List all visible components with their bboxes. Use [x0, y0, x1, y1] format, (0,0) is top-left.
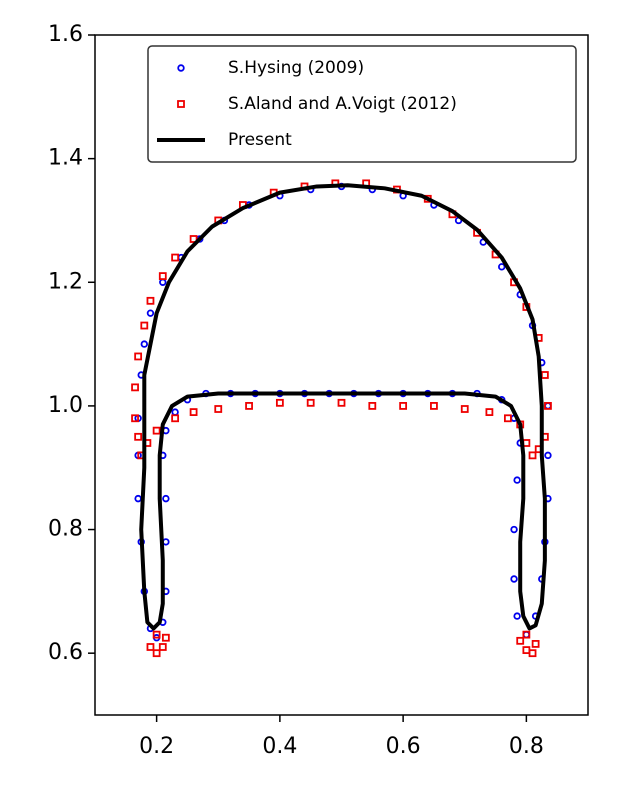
data-point: [510, 525, 518, 534]
data-point: [152, 630, 161, 639]
data-point: [399, 402, 408, 410]
data-point: [337, 398, 346, 407]
data-point: [460, 405, 469, 413]
data-point: [189, 235, 198, 243]
data-point: [503, 414, 512, 423]
legend-marker: [177, 100, 185, 108]
y-tick-label: 1.6: [48, 22, 83, 47]
y-tick-label: 1.2: [48, 269, 83, 294]
data-point: [161, 633, 170, 642]
data-point: [430, 402, 438, 410]
data-point: [522, 630, 531, 639]
y-tick-label: 0.8: [48, 517, 83, 542]
data-point: [544, 451, 552, 460]
x-tick-label: 0.4: [262, 734, 297, 759]
data-point: [146, 309, 155, 317]
legend-label: Present: [228, 130, 292, 150]
data-point: [152, 649, 161, 658]
data-point: [158, 643, 167, 651]
data-point: [510, 575, 518, 583]
data-point: [158, 272, 167, 280]
legend-label: S.Aland and A.Voigt (2012): [228, 94, 457, 114]
data-point: [306, 398, 315, 407]
data-point: [171, 253, 180, 262]
data-point: [498, 263, 506, 271]
data-point: [513, 476, 521, 484]
data-point: [275, 398, 284, 407]
legend-label: S.Hysing (2009): [228, 58, 364, 78]
data-point: [152, 426, 161, 435]
data-point: [140, 340, 148, 348]
data-point: [146, 296, 155, 305]
legend-box: [147, 45, 577, 163]
y-tick-label: 1.4: [48, 146, 83, 171]
data-point: [131, 383, 139, 392]
plot-frame: [94, 34, 589, 716]
data-point: [134, 352, 143, 361]
x-tick-label: 0.8: [509, 734, 544, 759]
data-point: [146, 643, 155, 651]
data-point: [245, 402, 253, 410]
data-point: [162, 494, 170, 503]
data-point: [134, 432, 143, 441]
data-point: [516, 636, 525, 645]
data-point: [189, 408, 198, 416]
data-point: [368, 402, 377, 410]
data-point: [528, 649, 537, 658]
data-line: [139, 183, 547, 631]
data-point: [531, 640, 540, 648]
y-tick-label: 0.6: [48, 640, 83, 665]
data-point: [485, 408, 494, 416]
x-tick-label: 0.2: [139, 734, 174, 759]
legend-marker: [177, 64, 185, 72]
y-tick-label: 1.0: [48, 393, 83, 418]
data-point: [214, 405, 223, 413]
data-point: [513, 612, 521, 620]
data-point: [131, 414, 139, 423]
data-point: [140, 321, 149, 330]
x-tick-label: 0.6: [386, 734, 421, 759]
data-point: [171, 414, 180, 423]
data-point: [528, 451, 537, 460]
data-point: [540, 371, 549, 379]
data-point: [544, 402, 552, 410]
